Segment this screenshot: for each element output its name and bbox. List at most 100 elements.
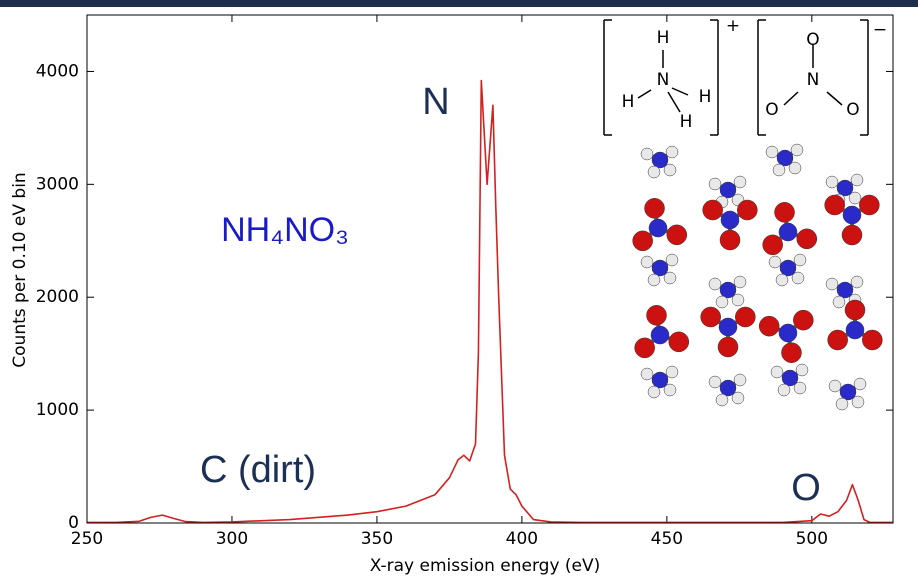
atom xyxy=(862,330,882,350)
atom xyxy=(716,296,728,308)
atom xyxy=(666,146,678,158)
atom xyxy=(843,206,861,224)
atom xyxy=(666,366,678,378)
atom xyxy=(718,337,738,357)
inset-label: N xyxy=(807,70,820,90)
atom xyxy=(793,310,813,330)
atom xyxy=(776,274,788,286)
inset-label: O xyxy=(765,100,778,120)
annotation: O xyxy=(791,467,821,509)
atom xyxy=(849,192,861,204)
atom xyxy=(836,398,848,410)
atom xyxy=(766,146,778,158)
atom xyxy=(737,200,757,220)
atom xyxy=(789,162,801,174)
atom xyxy=(794,382,806,394)
atom xyxy=(664,384,676,396)
atom xyxy=(641,368,653,380)
atom xyxy=(794,254,806,266)
atom xyxy=(703,200,723,220)
inset-label: H xyxy=(699,87,712,107)
y-tick-label: 3000 xyxy=(36,174,79,194)
atom xyxy=(666,254,678,266)
atom xyxy=(709,376,721,388)
atom xyxy=(854,378,866,390)
atom xyxy=(720,230,740,250)
atom xyxy=(716,394,728,406)
inset-label: N xyxy=(657,70,670,90)
x-tick-label: 400 xyxy=(506,529,538,549)
inset-label: − xyxy=(873,20,887,40)
atom xyxy=(734,276,746,288)
y-tick-label: 2000 xyxy=(36,287,79,307)
bracket xyxy=(672,88,688,95)
atom xyxy=(648,166,660,178)
bracket xyxy=(827,92,842,105)
atom xyxy=(852,396,864,408)
x-tick-label: 350 xyxy=(361,529,393,549)
annotation: NH₄NO₃ xyxy=(221,211,349,249)
atom xyxy=(829,380,841,392)
y-tick-label: 4000 xyxy=(36,61,79,81)
atom xyxy=(781,343,801,363)
atom xyxy=(796,364,808,376)
atom xyxy=(732,294,744,306)
inset-label: H xyxy=(622,92,635,112)
inset-label: O xyxy=(806,30,819,50)
atom xyxy=(851,276,863,288)
atom xyxy=(669,332,689,352)
atom xyxy=(779,324,797,342)
atom xyxy=(719,318,737,336)
plot-frame xyxy=(87,15,893,523)
atom xyxy=(709,278,721,290)
atom xyxy=(859,195,879,215)
atom xyxy=(773,164,785,176)
inset-label: H xyxy=(680,112,693,132)
annotation: C (dirt) xyxy=(200,449,316,491)
atom xyxy=(664,164,676,176)
inset-label: O xyxy=(846,100,859,120)
atom xyxy=(826,278,838,290)
atom xyxy=(763,235,783,255)
atom xyxy=(647,305,667,325)
inset-label: + xyxy=(726,16,740,36)
atom xyxy=(648,386,660,398)
atom xyxy=(769,256,781,268)
atom xyxy=(759,316,779,336)
atom xyxy=(842,225,862,245)
atom xyxy=(797,229,817,249)
atom xyxy=(709,178,721,190)
atom xyxy=(648,274,660,286)
x-tick-label: 300 xyxy=(216,529,248,549)
chart: X-ray emission energy (eV) Counts per 0.… xyxy=(0,0,918,578)
atom xyxy=(851,174,863,186)
y-axis-label: Counts per 0.10 eV bin xyxy=(10,172,30,367)
atom xyxy=(701,307,721,327)
top-bar xyxy=(0,0,918,7)
atom xyxy=(667,225,687,245)
bracket xyxy=(784,92,798,105)
atom xyxy=(833,296,845,308)
atom xyxy=(792,272,804,284)
atom xyxy=(635,338,655,358)
bracket xyxy=(668,92,680,112)
inset-label: H xyxy=(657,28,670,48)
atom xyxy=(775,202,795,222)
atom xyxy=(791,144,803,156)
atom xyxy=(734,374,746,386)
atom xyxy=(734,176,746,188)
annotation: N xyxy=(422,81,449,123)
atom xyxy=(633,231,653,251)
bracket xyxy=(638,90,651,98)
atom xyxy=(641,148,653,160)
atom xyxy=(825,195,845,215)
atom xyxy=(779,223,797,241)
x-axis-label: X-ray emission energy (eV) xyxy=(370,556,601,576)
atom xyxy=(651,326,669,344)
atom xyxy=(828,330,848,350)
atom xyxy=(645,198,665,218)
y-tick-label: 0 xyxy=(68,513,79,533)
atom xyxy=(845,300,865,320)
atom xyxy=(826,176,838,188)
x-tick-label: 450 xyxy=(651,529,683,549)
